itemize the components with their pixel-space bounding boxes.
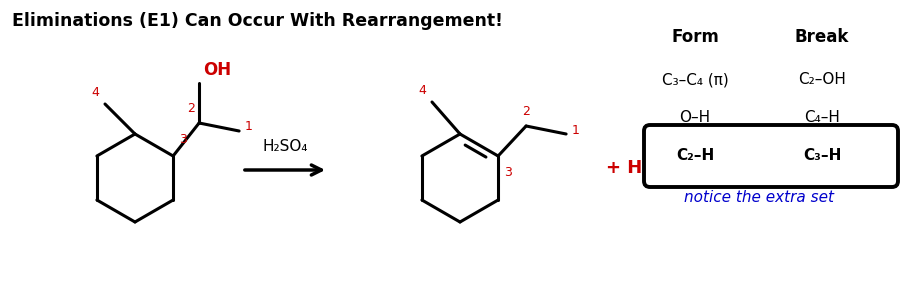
Text: notice the extra set: notice the extra set	[684, 190, 834, 206]
Text: 3: 3	[179, 133, 187, 146]
Text: 2: 2	[522, 105, 530, 118]
Text: Eliminations (E1) Can Occur With Rearrangement!: Eliminations (E1) Can Occur With Rearran…	[12, 12, 503, 30]
Text: OH: OH	[203, 61, 232, 79]
Text: H₂SO₄: H₂SO₄	[262, 139, 308, 154]
Text: C₄–H: C₄–H	[804, 110, 840, 125]
Text: 4: 4	[418, 84, 426, 97]
Text: C₃–C₄ (π): C₃–C₄ (π)	[662, 73, 728, 88]
Text: 4: 4	[91, 86, 99, 99]
Text: 1: 1	[245, 121, 253, 134]
Text: 2: 2	[187, 102, 195, 115]
Text: + H₂O: + H₂O	[607, 159, 666, 177]
Text: Form: Form	[671, 28, 719, 46]
Text: C₂–H: C₂–H	[676, 148, 714, 164]
Text: C₃–H: C₃–H	[803, 148, 841, 164]
Text: 1: 1	[572, 124, 580, 136]
Text: 3: 3	[504, 166, 512, 179]
Text: C₂–OH: C₂–OH	[798, 73, 846, 88]
Text: O–H: O–H	[679, 110, 711, 125]
Text: Break: Break	[794, 28, 849, 46]
FancyBboxPatch shape	[644, 125, 898, 187]
